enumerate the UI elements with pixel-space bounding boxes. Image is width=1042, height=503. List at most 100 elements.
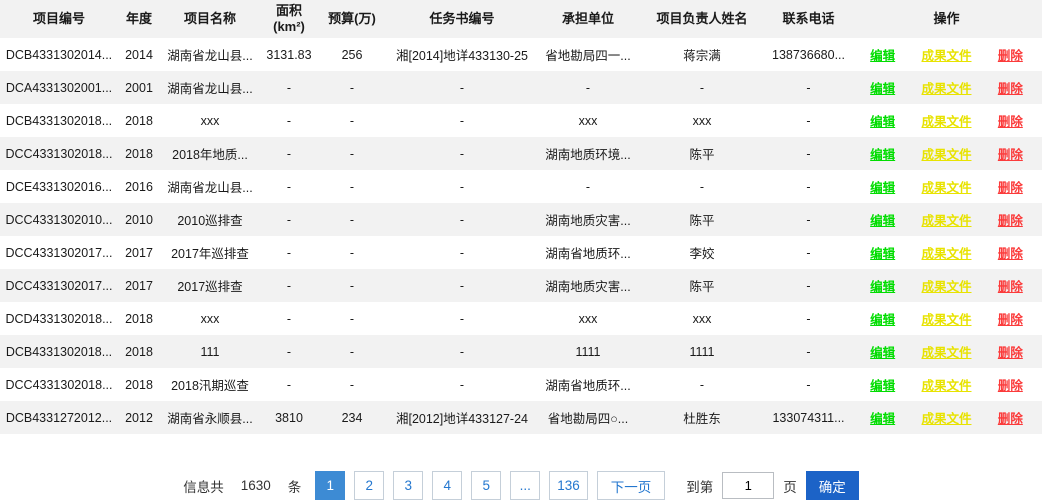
cell-area: - <box>260 269 318 302</box>
table-row: DCA4331302001... 2001 湖南省龙山县... - - - - … <box>0 71 1042 104</box>
result-files-link[interactable]: 成果文件 <box>921 82 972 96</box>
edit-link[interactable]: 编辑 <box>870 181 896 195</box>
cell-task-number: 湘[2012]地详433127-24 <box>386 401 538 434</box>
page-button[interactable]: 5 <box>471 471 502 500</box>
result-files-link[interactable]: 成果文件 <box>921 115 972 129</box>
edit-link[interactable]: 编辑 <box>870 280 896 294</box>
cell-phone: - <box>766 137 851 170</box>
cell-project-code: DCC4331302017... <box>0 269 118 302</box>
edit-link[interactable]: 编辑 <box>870 313 896 327</box>
page-button[interactable]: 1 <box>315 471 346 500</box>
info-prefix-label: 信息共 <box>183 479 224 495</box>
cell-project-code: DCD4331302018... <box>5 311 113 326</box>
cell-project-name: 湖南省龙山县... <box>167 49 253 63</box>
cell-phone: - <box>806 311 811 326</box>
cell-operations: 编辑 成果文件 删除 <box>851 368 1042 401</box>
edit-link[interactable]: 编辑 <box>870 247 896 261</box>
delete-link[interactable]: 删除 <box>997 115 1023 129</box>
page-button[interactable]: 4 <box>432 471 463 500</box>
table-row: DCE4331302016... 2016 湖南省龙山县... - - - - … <box>0 170 1042 203</box>
info-suffix-label: 条 <box>287 479 302 495</box>
cell-operations: 编辑 成果文件 删除 <box>851 401 1042 434</box>
table-row: DCB4331302018... 2018 xxx - - - xxx xxx … <box>0 104 1042 137</box>
delete-link[interactable]: 删除 <box>997 313 1023 327</box>
cell-year: 2014 <box>125 47 153 62</box>
result-files-link[interactable]: 成果文件 <box>921 181 972 195</box>
table-row: DCC4331302010... 2010 2010巡排查 - - - 湖南地质… <box>0 203 1042 236</box>
cell-phone: - <box>766 335 851 368</box>
cell-year: 2018 <box>118 137 160 170</box>
result-files-link[interactable]: 成果文件 <box>921 247 972 261</box>
edit-link[interactable]: 编辑 <box>870 148 896 162</box>
cell-unit: 省地勘局四○... <box>538 401 638 434</box>
cell-operations: 编辑 成果文件 删除 <box>851 335 1042 368</box>
column-header: 面积 (km²) <box>260 0 318 38</box>
delete-link[interactable]: 删除 <box>997 346 1023 360</box>
confirm-button[interactable]: 确定 <box>805 471 859 500</box>
delete-link[interactable]: 删除 <box>997 247 1023 261</box>
cell-year: 2018 <box>125 311 153 326</box>
edit-link[interactable]: 编辑 <box>870 412 896 426</box>
cell-operations: 编辑 成果文件 删除 <box>851 38 1042 71</box>
delete-link[interactable]: 删除 <box>997 148 1023 162</box>
result-files-link[interactable]: 成果文件 <box>921 313 972 327</box>
table-row: DCC4331302017... 2017 2017年巡排查 - - - 湖南省… <box>0 236 1042 269</box>
edit-link[interactable]: 编辑 <box>870 115 896 129</box>
cell-operations: 编辑 成果文件 删除 <box>851 269 1042 302</box>
delete-link[interactable]: 删除 <box>997 280 1023 294</box>
page-button[interactable]: 2 <box>354 471 385 500</box>
cell-project-name: 111 <box>160 335 260 368</box>
next-page-button[interactable]: 下一页 <box>596 471 666 500</box>
result-files-link[interactable]: 成果文件 <box>921 346 972 360</box>
cell-task-number: - <box>386 269 538 302</box>
result-files-link[interactable]: 成果文件 <box>921 49 972 63</box>
cell-operations: 编辑 成果文件 删除 <box>851 302 1042 335</box>
page-button[interactable]: 136 <box>549 471 588 500</box>
column-header: 项目名称 <box>160 0 260 38</box>
cell-budget: - <box>318 137 386 170</box>
cell-unit: - <box>538 71 638 104</box>
cell-year: 2012 <box>118 401 160 434</box>
column-header: 联系电话 <box>766 0 851 38</box>
result-files-link[interactable]: 成果文件 <box>921 379 972 393</box>
cell-year: 2018 <box>118 335 160 368</box>
cell-leader-name: 陈平 <box>638 269 766 302</box>
result-files-link[interactable]: 成果文件 <box>921 412 972 426</box>
result-files-link[interactable]: 成果文件 <box>921 214 972 228</box>
cell-project-name: 2017巡排查 <box>160 269 260 302</box>
edit-link[interactable]: 编辑 <box>870 49 896 63</box>
delete-link[interactable]: 删除 <box>997 412 1023 426</box>
cell-year: 2016 <box>125 179 153 194</box>
column-header-label: 操作 <box>933 10 960 26</box>
edit-link[interactable]: 编辑 <box>870 379 896 393</box>
cell-project-code: DCA4331302001... <box>0 71 118 104</box>
edit-link[interactable]: 编辑 <box>870 346 896 360</box>
cell-year: 2018 <box>125 377 153 392</box>
result-files-link[interactable]: 成果文件 <box>921 280 972 294</box>
cell-leader-name: 1111 <box>638 335 766 368</box>
cell-year: 2001 <box>118 71 160 104</box>
goto-page-control: 到第 页 <box>686 472 797 499</box>
edit-link[interactable]: 编辑 <box>870 214 896 228</box>
page-number-input[interactable] <box>722 472 775 499</box>
table-row: DCB4331302018... 2018 111 - - - 1111 111… <box>0 335 1042 368</box>
cell-project-code: DCB4331302014... <box>5 47 113 62</box>
delete-link[interactable]: 删除 <box>997 214 1023 228</box>
column-header-label: 面积 <box>275 2 302 18</box>
delete-link[interactable]: 删除 <box>997 181 1023 195</box>
column-header: 预算(万) <box>318 0 386 38</box>
result-files-link[interactable]: 成果文件 <box>921 148 972 162</box>
delete-link[interactable]: 删除 <box>997 379 1023 393</box>
delete-link[interactable]: 删除 <box>997 82 1023 96</box>
page-button[interactable]: 3 <box>393 471 424 500</box>
cell-project-code: DCB4331272012... <box>0 401 118 434</box>
cell-unit: 湖南地质灾害... <box>538 269 638 302</box>
page-button[interactable]: ... <box>510 471 541 500</box>
projects-table: 项目编号 年度 项目名称 面积 (km²) 预算(万) 任务书编号 承担单位 项目… <box>0 0 1042 434</box>
cell-phone: - <box>766 269 851 302</box>
delete-link[interactable]: 删除 <box>997 49 1023 63</box>
cell-project-code: DCC4331302017... <box>5 245 113 260</box>
cell-year: 2010 <box>118 203 160 236</box>
cell-phone: - <box>766 71 851 104</box>
edit-link[interactable]: 编辑 <box>870 82 896 96</box>
